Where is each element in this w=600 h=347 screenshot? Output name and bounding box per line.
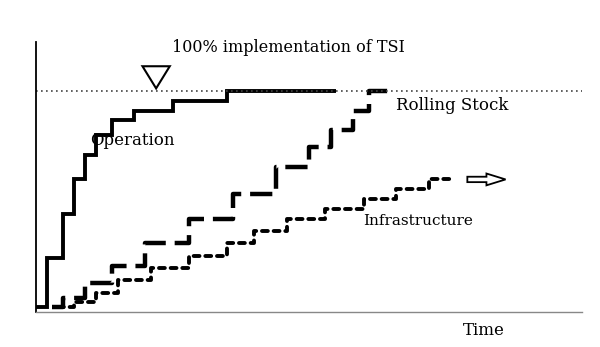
Text: Time: Time bbox=[463, 322, 505, 339]
FancyArrow shape bbox=[467, 174, 506, 185]
Text: 100% implementation of TSI: 100% implementation of TSI bbox=[173, 40, 406, 57]
Text: Infrastructure: Infrastructure bbox=[364, 214, 473, 228]
Text: Operation: Operation bbox=[91, 132, 175, 149]
Text: Rolling Stock: Rolling Stock bbox=[397, 97, 509, 114]
